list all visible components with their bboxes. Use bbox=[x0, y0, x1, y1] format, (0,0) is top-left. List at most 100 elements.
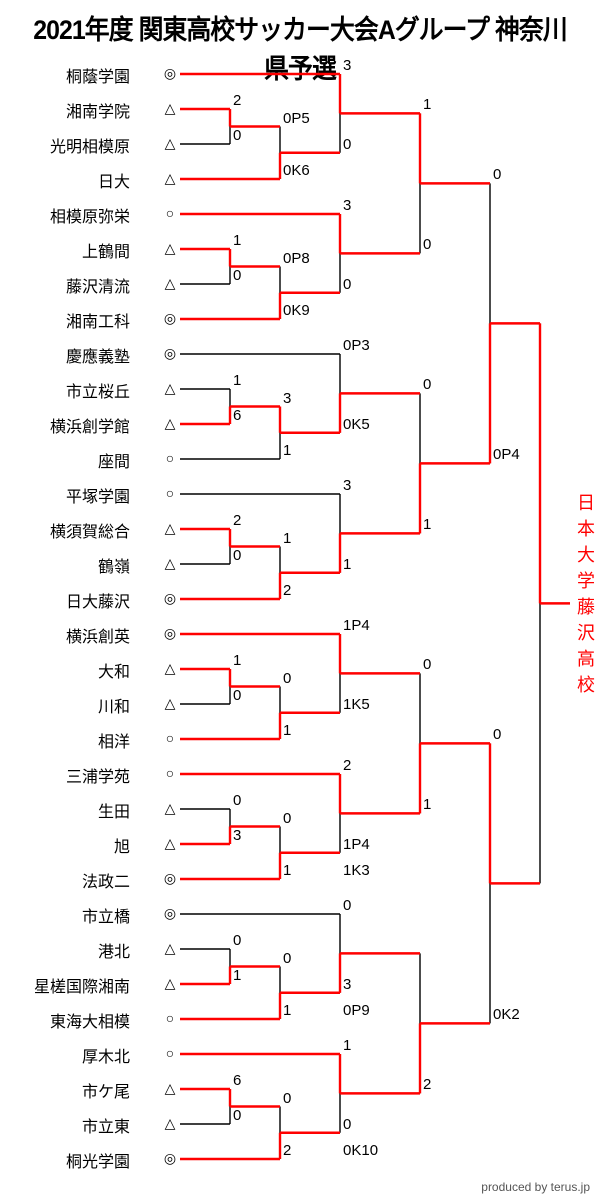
r1-score: 0 bbox=[233, 547, 241, 564]
r2-score: 0P5 bbox=[283, 110, 310, 127]
seed-mark: △ bbox=[160, 940, 180, 957]
r1-score: 0 bbox=[233, 1107, 241, 1124]
winner-name: 日本大学藤沢高校 bbox=[572, 493, 598, 701]
r3-score: 3 bbox=[343, 197, 351, 214]
seed-mark: ◎ bbox=[160, 310, 180, 327]
seed-mark: △ bbox=[160, 275, 180, 292]
r1-score: 2 bbox=[233, 512, 241, 529]
r2-score: 0 bbox=[283, 950, 291, 967]
r3-score: 0 bbox=[343, 276, 351, 293]
team-label: 港北 bbox=[0, 938, 130, 962]
r2-score: 0P8 bbox=[283, 250, 310, 267]
seed-mark: △ bbox=[160, 170, 180, 187]
r1-score: 0 bbox=[233, 792, 241, 809]
r1-score: 3 bbox=[233, 827, 241, 844]
team-label: 市ケ尾 bbox=[0, 1078, 130, 1102]
seed-mark: △ bbox=[160, 800, 180, 817]
team-label: 横須賀総合 bbox=[0, 518, 130, 542]
r1-score: 0 bbox=[233, 267, 241, 284]
seed-mark: △ bbox=[160, 695, 180, 712]
r2-score: 1 bbox=[283, 862, 291, 879]
r1-score: 6 bbox=[233, 1072, 241, 1089]
seed-mark: △ bbox=[160, 975, 180, 992]
r3-score: 0 bbox=[343, 897, 351, 914]
r3-score-extra: 0P9 bbox=[343, 1002, 370, 1019]
team-label: 市立橋 bbox=[0, 903, 130, 927]
team-label: 上鶴間 bbox=[0, 238, 130, 262]
r1-score: 0 bbox=[233, 932, 241, 949]
team-label: 座間 bbox=[0, 448, 130, 472]
team-label: 光明相模原 bbox=[0, 133, 130, 157]
r3-score-extra: 1K3 bbox=[343, 862, 370, 879]
r2-score: 1 bbox=[283, 1002, 291, 1019]
r1-score: 0 bbox=[233, 127, 241, 144]
seed-mark: △ bbox=[160, 520, 180, 537]
seed-mark: △ bbox=[160, 555, 180, 572]
r3-score: 0 bbox=[343, 1116, 351, 1133]
r3-score: 1 bbox=[343, 556, 351, 573]
seed-mark: △ bbox=[160, 240, 180, 257]
seed-mark: △ bbox=[160, 660, 180, 677]
team-label: 旭 bbox=[0, 833, 130, 857]
r1-score: 6 bbox=[233, 407, 241, 424]
r2-score: 1 bbox=[283, 530, 291, 547]
r5-score: 0P4 bbox=[493, 446, 520, 463]
seed-mark: ○ bbox=[160, 1045, 180, 1061]
seed-mark: ◎ bbox=[160, 625, 180, 642]
r3-score: 1P4 bbox=[343, 836, 370, 853]
seed-mark: ◎ bbox=[160, 905, 180, 922]
team-label: 大和 bbox=[0, 658, 130, 682]
team-label: 横浜創英 bbox=[0, 623, 130, 647]
r1-score: 2 bbox=[233, 92, 241, 109]
r3-score: 3 bbox=[343, 57, 351, 74]
r3-score: 3 bbox=[343, 477, 351, 494]
r2-score: 1 bbox=[283, 722, 291, 739]
seed-mark: ○ bbox=[160, 450, 180, 466]
seed-mark: △ bbox=[160, 1115, 180, 1132]
r4-score: 2 bbox=[423, 1076, 431, 1093]
team-label: 法政二 bbox=[0, 868, 130, 892]
r2-score: 0K6 bbox=[283, 162, 310, 179]
r3-score: 2 bbox=[343, 757, 351, 774]
team-label: 市立東 bbox=[0, 1113, 130, 1137]
seed-mark: ○ bbox=[160, 485, 180, 501]
seed-mark: ◎ bbox=[160, 590, 180, 607]
r2-score: 1 bbox=[283, 442, 291, 459]
seed-mark: ◎ bbox=[160, 870, 180, 887]
seed-mark: ◎ bbox=[160, 345, 180, 362]
team-label: 横浜創学館 bbox=[0, 413, 130, 437]
r2-score: 3 bbox=[283, 390, 291, 407]
r5-score: 0 bbox=[493, 166, 501, 183]
team-label: 慶應義塾 bbox=[0, 343, 130, 367]
r4-score: 1 bbox=[423, 796, 431, 813]
seed-mark: ◎ bbox=[160, 1150, 180, 1167]
seed-mark: ○ bbox=[160, 730, 180, 746]
r1-score: 1 bbox=[233, 652, 241, 669]
r3-score: 1P4 bbox=[343, 617, 370, 634]
team-label: 厚木北 bbox=[0, 1043, 130, 1067]
seed-mark: △ bbox=[160, 100, 180, 117]
r1-score: 1 bbox=[233, 232, 241, 249]
seed-mark: △ bbox=[160, 415, 180, 432]
seed-mark: ○ bbox=[160, 765, 180, 781]
r1-score: 1 bbox=[233, 967, 241, 984]
seed-mark: △ bbox=[160, 1080, 180, 1097]
team-label: 日大 bbox=[0, 168, 130, 192]
r4-score: 1 bbox=[423, 516, 431, 533]
team-label: 日大藤沢 bbox=[0, 588, 130, 612]
r3-score: 3 bbox=[343, 976, 351, 993]
r3-score: 0K5 bbox=[343, 416, 370, 433]
r5-score: 0K2 bbox=[493, 1006, 520, 1023]
seed-mark: ○ bbox=[160, 205, 180, 221]
team-label: 生田 bbox=[0, 798, 130, 822]
r3-score: 0 bbox=[343, 136, 351, 153]
r3-score: 1 bbox=[343, 1037, 351, 1054]
r3-score: 1K5 bbox=[343, 696, 370, 713]
r4-score: 0 bbox=[423, 376, 431, 393]
team-label: 藤沢清流 bbox=[0, 273, 130, 297]
seed-mark: △ bbox=[160, 835, 180, 852]
r4-score: 0 bbox=[423, 236, 431, 253]
team-label: 川和 bbox=[0, 693, 130, 717]
team-label: 星槎国際湘南 bbox=[0, 973, 130, 997]
team-label: 鶴嶺 bbox=[0, 553, 130, 577]
